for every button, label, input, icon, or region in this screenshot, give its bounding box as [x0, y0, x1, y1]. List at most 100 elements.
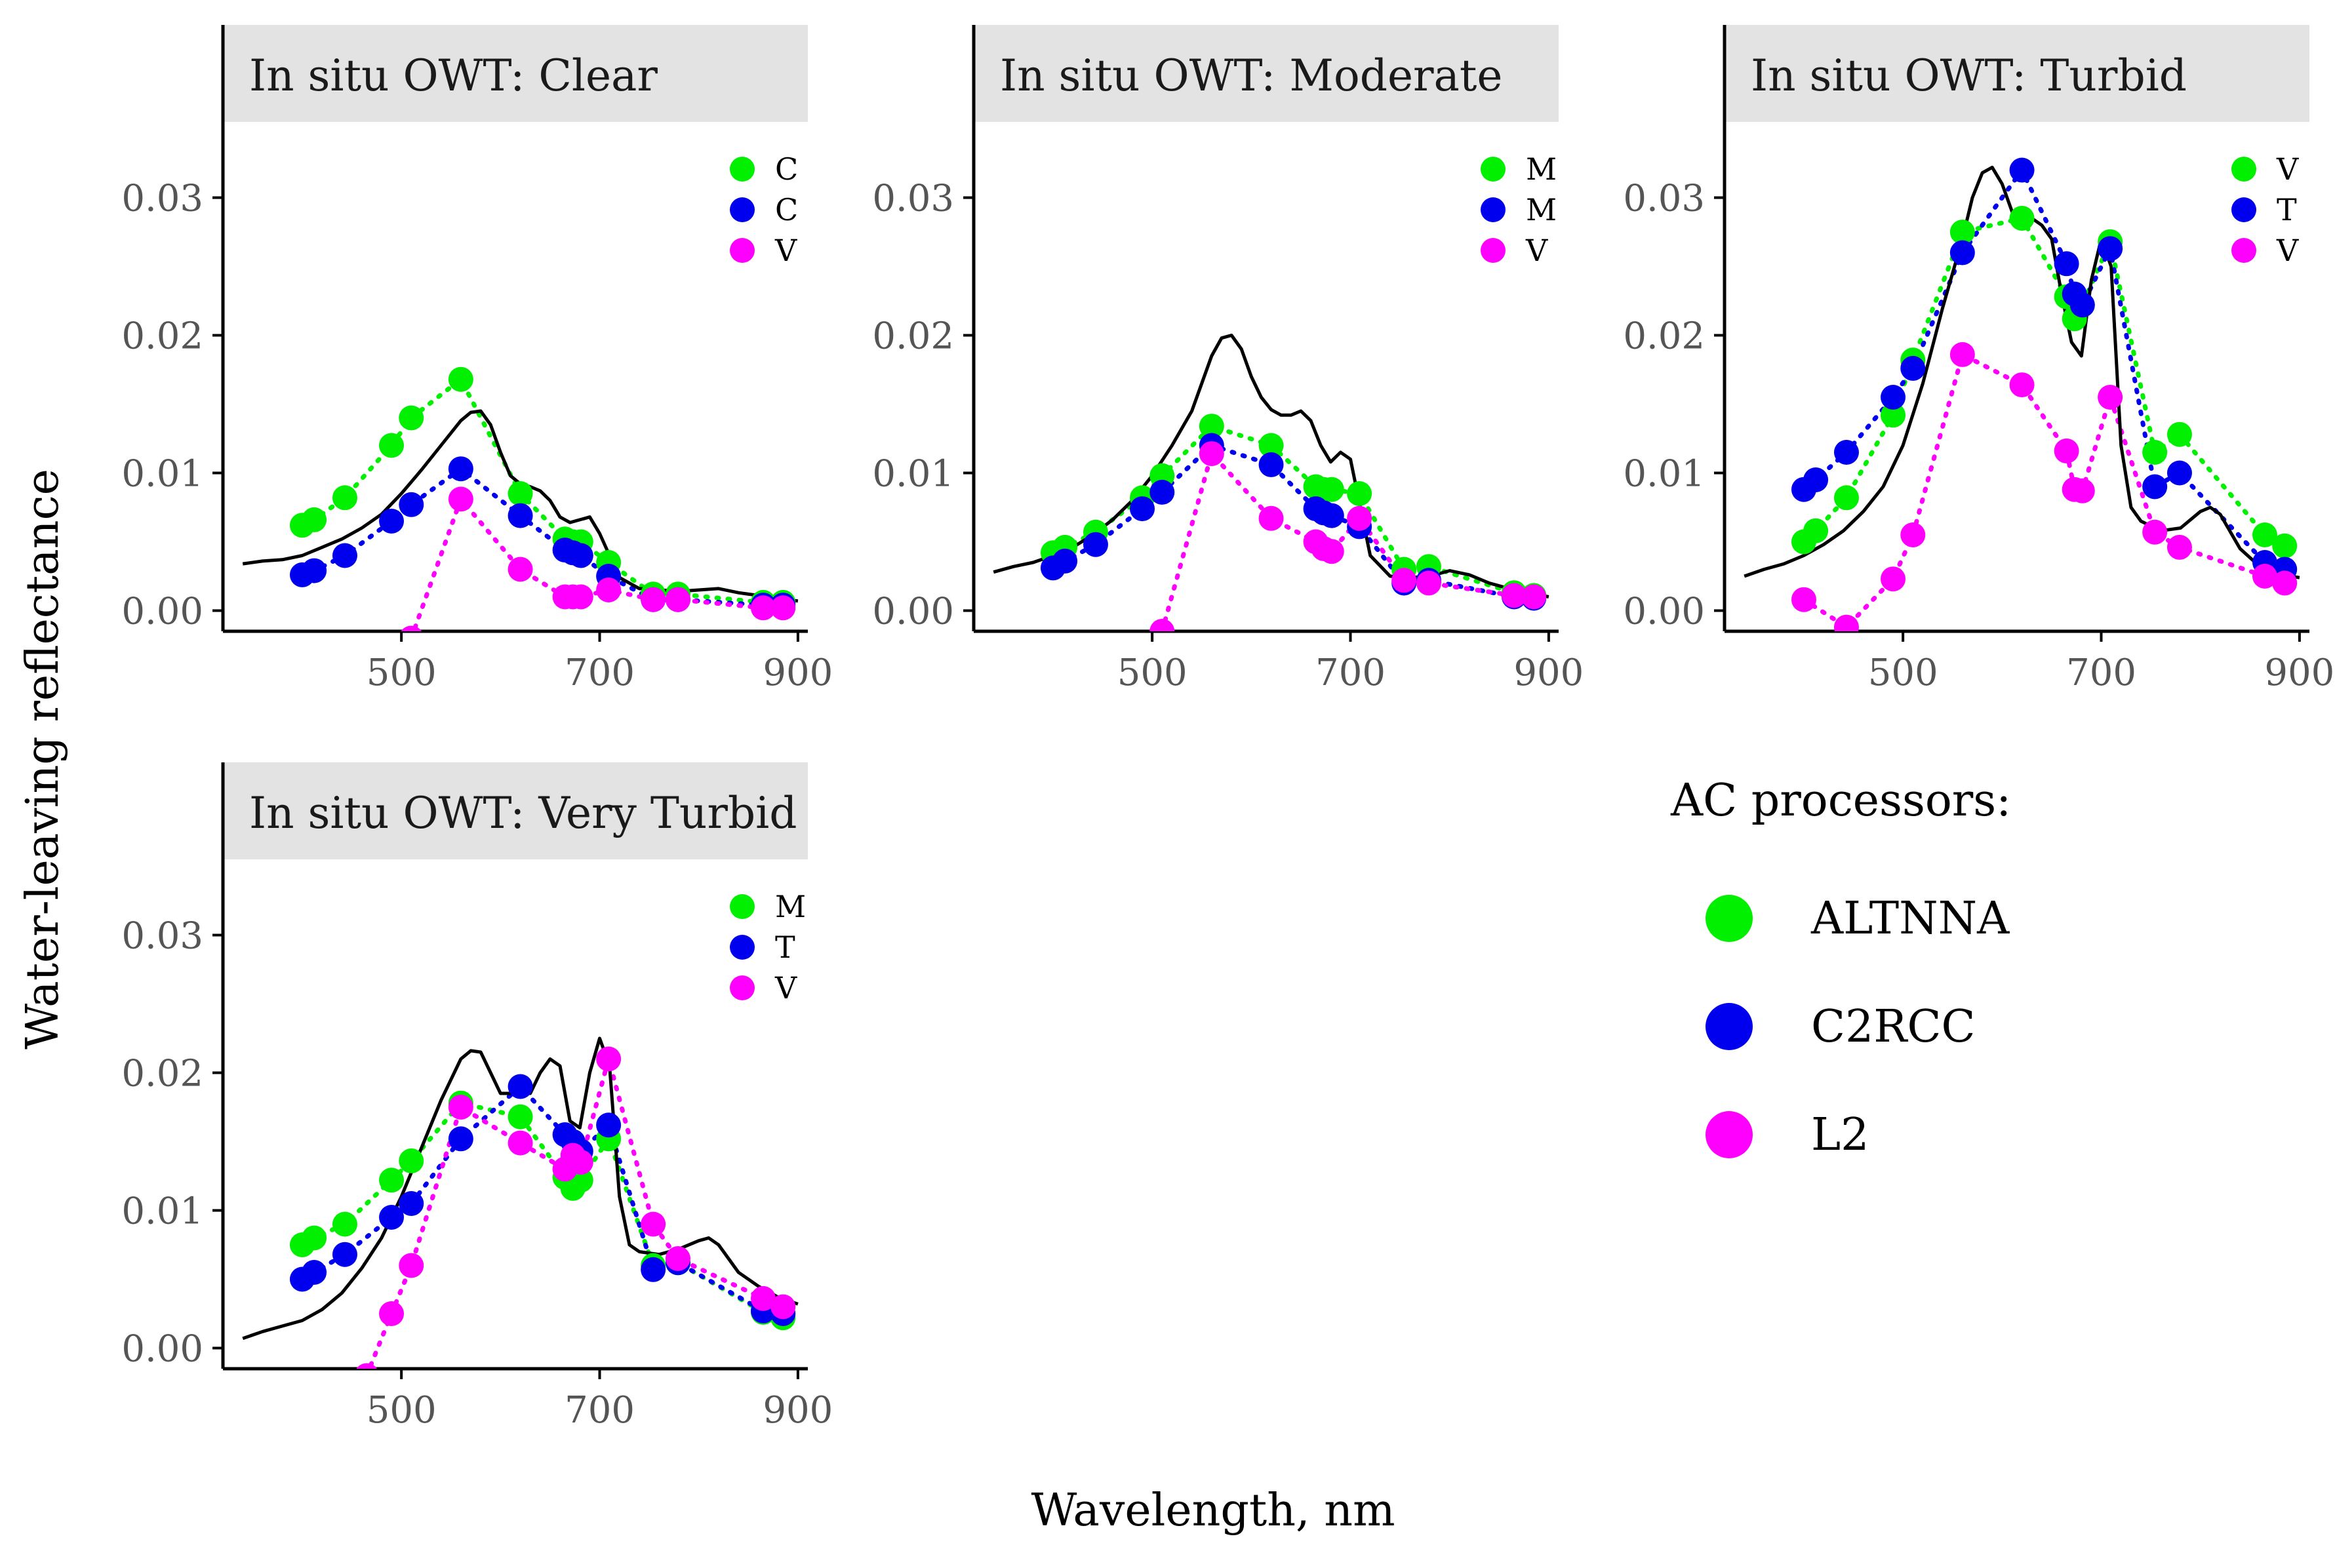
data-point-altnna [2252, 522, 2277, 547]
mini-legend-key-altnna [2231, 157, 2256, 182]
x-axis-title: Wavelength, nm [1031, 1485, 1395, 1537]
data-point-l2 [1881, 566, 1906, 592]
data-point-altnna [379, 433, 405, 458]
data-point-c2rcc [332, 1242, 357, 1267]
data-point-altnna [2272, 533, 2298, 559]
data-point-l2 [1900, 522, 1926, 547]
data-point-c2rcc [379, 1205, 405, 1230]
mini-legend-key-c2rcc [1481, 197, 1506, 222]
data-point-l2 [508, 1130, 533, 1156]
x-tick-label: 900 [763, 652, 833, 694]
y-tick-label: 0.03 [1623, 178, 1705, 220]
facet-strip [223, 25, 808, 122]
data-point-l2 [1416, 570, 1441, 596]
data-point-l2 [596, 1046, 622, 1072]
data-point-c2rcc [399, 492, 424, 517]
mini-legend-label: V [1525, 233, 1548, 268]
data-point-altnna [302, 1225, 327, 1251]
x-tick-label: 700 [565, 1389, 635, 1432]
mini-legend-label: T [2277, 192, 2297, 227]
series-line-l2 [1801, 351, 2287, 631]
data-point-altnna [2009, 206, 2035, 231]
legend-label-c2rcc: C2RCC [1811, 1001, 1976, 1053]
data-point-l2 [2252, 564, 2277, 589]
legend-key-c2rcc [1706, 1003, 1753, 1050]
data-point-altnna [332, 485, 357, 511]
y-tick-label: 0.02 [121, 1053, 203, 1095]
mini-legend-label: T [775, 930, 795, 965]
data-point-c2rcc [508, 1074, 533, 1099]
data-point-c2rcc [2069, 292, 2095, 318]
y-tick-label: 0.01 [1623, 453, 1705, 496]
mini-legend-key-l2 [730, 238, 755, 263]
data-point-c2rcc [2166, 460, 2192, 486]
data-point-altnna [302, 507, 327, 532]
y-tick-label: 0.03 [121, 178, 203, 220]
mini-legend-key-altnna [730, 894, 755, 919]
mini-legend-label: M [1526, 192, 1557, 227]
facet-title: In situ OWT: Moderate [1000, 50, 1502, 101]
panel-2: In situ OWT: Moderate 0.00 0.01 0.02 0.03 500… [872, 25, 1584, 694]
x-tick-label: 700 [1315, 652, 1386, 694]
facet-title: In situ OWT: Turbid [1751, 50, 2187, 101]
data-point-altnna [2166, 421, 2192, 447]
y-tick-label: 0.00 [121, 591, 203, 633]
data-point-l2 [665, 587, 690, 612]
data-point-l2 [1319, 539, 1344, 564]
data-point-l2 [2098, 385, 2123, 410]
y-tick-label: 0.02 [872, 315, 954, 358]
mini-legend-label: M [775, 889, 806, 924]
mini-legend-label: V [774, 970, 797, 1006]
data-point-l2 [1791, 587, 1816, 612]
legend-item-l2: L2 [1706, 1109, 1869, 1161]
data-point-l2 [568, 584, 593, 610]
facet-title: In situ OWT: Very Turbid [249, 788, 797, 838]
data-point-c2rcc [448, 456, 473, 482]
y-tick-label: 0.01 [121, 453, 203, 496]
series-line-l2 [411, 494, 786, 631]
legend-item-c2rcc: C2RCC [1706, 1001, 1976, 1053]
legend-title: AC processors: [1670, 775, 2011, 827]
data-point-l2 [508, 557, 533, 582]
mini-legend-label: V [774, 233, 797, 268]
data-point-altnna [379, 1167, 405, 1193]
in-situ-spectrum-line [242, 1036, 799, 1341]
data-point-altnna [1319, 477, 1344, 502]
data-point-l2 [2166, 534, 2192, 560]
data-point-altnna [1949, 220, 1975, 245]
data-point-l2 [2009, 372, 2035, 398]
data-point-c2rcc [1833, 440, 1859, 465]
data-point-l2 [750, 1285, 776, 1311]
panel-4: In situ OWT: Very Turbid 0.00 0.01 0.02 0.03… [121, 762, 833, 1432]
data-point-c2rcc [1258, 452, 1284, 477]
data-point-altnna [1258, 433, 1284, 458]
panel-1: In situ OWT: Clear 0.00 0.01 0.02 0.03 500 700… [121, 25, 833, 694]
data-point-c2rcc [2142, 474, 2168, 500]
mini-legend-label: M [1526, 151, 1557, 187]
mini-legend-key-altnna [1481, 157, 1506, 182]
data-point-c2rcc [332, 543, 357, 568]
legend-key-l2 [1706, 1111, 1753, 1158]
data-point-c2rcc [568, 543, 593, 568]
data-point-c2rcc [1149, 479, 1175, 505]
x-tick-label: 900 [1513, 652, 1584, 694]
mini-legend-label: V [2276, 233, 2299, 268]
legend-key-altnna [1706, 895, 1753, 942]
legend-label-l2: L2 [1811, 1109, 1869, 1161]
data-point-c2rcc [302, 1260, 327, 1285]
data-point-c2rcc [641, 1257, 666, 1282]
data-point-l2 [596, 578, 622, 602]
data-point-l2 [665, 1246, 690, 1271]
plot-area [242, 366, 799, 631]
x-tick-label: 900 [763, 1389, 833, 1432]
mini-legend-key-l2 [2231, 238, 2256, 263]
data-point-l2 [1258, 505, 1284, 531]
mini-legend-label: C [775, 192, 798, 227]
data-point-c2rcc [448, 1126, 473, 1152]
data-point-l2 [2054, 438, 2079, 463]
data-point-l2 [2069, 478, 2095, 503]
mini-legend-label: V [2276, 151, 2299, 187]
series-line-c2rcc [300, 1083, 786, 1316]
in-situ-spectrum-line [1744, 165, 2300, 579]
